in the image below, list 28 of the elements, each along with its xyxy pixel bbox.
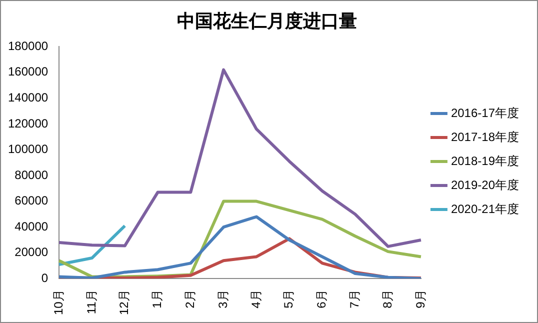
y-tick-label: 0 — [41, 270, 48, 285]
x-tick-label: 5月 — [282, 290, 296, 308]
x-tick-label: 10月 — [51, 290, 66, 316]
y-tick-label: 20000 — [14, 245, 48, 260]
y-tick-label: 140000 — [8, 90, 48, 104]
y-tick-label: 160000 — [8, 64, 48, 79]
x-tick-label: 12月 — [117, 290, 132, 316]
x-tick-label: 1月 — [150, 290, 164, 308]
y-tick-label: 120000 — [8, 116, 48, 130]
x-tick-label: 2月 — [182, 290, 197, 308]
x-tick-label: 7月 — [347, 290, 362, 308]
y-tick-label: 80000 — [14, 168, 48, 182]
x-tick-label: 4月 — [248, 290, 263, 308]
legend-label: 2018-19年度 — [450, 154, 520, 168]
x-tick-label: 9月 — [413, 290, 428, 308]
chart-title: 中国花生仁月度进口量 — [177, 10, 357, 31]
x-tick-label: 11月 — [84, 290, 98, 314]
y-tick-label: 100000 — [8, 142, 48, 156]
legend-label: 2019-20年度 — [450, 178, 520, 192]
legend-label: 2020-21年度 — [450, 202, 520, 216]
y-tick-label: 40000 — [14, 219, 48, 234]
y-tick-label: 60000 — [14, 194, 48, 208]
y-tick-label: 180000 — [8, 38, 48, 53]
x-tick-label: 8月 — [380, 290, 394, 308]
x-tick-label: 3月 — [216, 290, 230, 308]
legend-label: 2017-18年度 — [450, 130, 520, 144]
x-tick-label: 6月 — [314, 290, 329, 308]
legend-label: 2016-17年度 — [450, 106, 520, 120]
